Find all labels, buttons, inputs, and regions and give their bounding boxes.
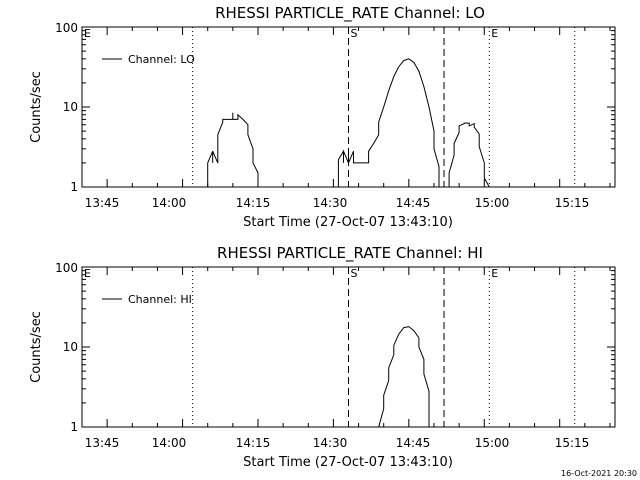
x-tick-label: 14:00 bbox=[152, 196, 187, 210]
series-line bbox=[337, 58, 440, 187]
x-axis-label: Start Time (27-Oct-07 13:43:10) bbox=[243, 455, 453, 470]
x-tick-label: 14:30 bbox=[313, 436, 348, 450]
time-marker-label: E bbox=[84, 27, 91, 40]
legend-label: Channel: LO bbox=[128, 53, 195, 66]
time-marker-label: E bbox=[491, 27, 498, 40]
series-line bbox=[378, 326, 430, 428]
x-tick-label: 14:00 bbox=[152, 436, 187, 450]
x-tick-label: 14:30 bbox=[313, 196, 348, 210]
axis-ticks bbox=[81, 266, 615, 428]
chart-title: RHESSI PARTICLE_RATE Channel: HI bbox=[217, 244, 483, 263]
x-tick-label: 14:15 bbox=[236, 196, 271, 210]
y-tick-labels: 1 10 100 bbox=[55, 261, 78, 434]
time-marker-label: E bbox=[84, 267, 91, 280]
axis-ticks bbox=[81, 26, 615, 188]
time-marker-label: S bbox=[351, 267, 358, 280]
panel-hi: RHESSI PARTICLE_RATE Channel: HI Counts/… bbox=[29, 244, 616, 470]
x-tick-labels: 13:45 14:00 14:15 14:30 14:45 15:00 15:1… bbox=[85, 196, 590, 210]
legend-label: Channel: HI bbox=[128, 293, 192, 306]
series-line bbox=[448, 122, 490, 188]
y-tick-label: 100 bbox=[55, 21, 78, 35]
y-tick-label: 1 bbox=[70, 180, 78, 194]
x-tick-labels: 13:45 14:00 14:15 14:30 14:45 15:00 15:1… bbox=[85, 436, 590, 450]
data-series bbox=[207, 58, 490, 188]
x-tick-label: 15:15 bbox=[555, 196, 590, 210]
x-tick-label: 13:45 bbox=[85, 196, 120, 210]
x-tick-label: 14:45 bbox=[396, 196, 431, 210]
time-marker-label: E bbox=[491, 267, 498, 280]
data-series bbox=[378, 326, 430, 428]
chart-title: RHESSI PARTICLE_RATE Channel: LO bbox=[215, 4, 485, 23]
x-axis-label: Start Time (27-Oct-07 13:43:10) bbox=[243, 215, 453, 230]
x-tick-label: 15:15 bbox=[555, 436, 590, 450]
x-tick-label: 15:00 bbox=[475, 436, 510, 450]
y-tick-label: 1 bbox=[70, 420, 78, 434]
y-tick-labels: 1 10 100 bbox=[55, 21, 78, 194]
y-axis-label: Counts/sec bbox=[29, 71, 44, 143]
y-tick-label: 100 bbox=[55, 261, 78, 275]
x-tick-label: 14:45 bbox=[396, 436, 431, 450]
y-tick-label: 10 bbox=[63, 100, 78, 114]
y-tick-label: 10 bbox=[63, 340, 78, 354]
time-marker-label: S bbox=[351, 27, 358, 40]
y-axis-label: Counts/sec bbox=[29, 311, 44, 383]
timestamp: 16-Oct-2021 20:30 bbox=[561, 469, 637, 478]
x-tick-label: 14:15 bbox=[236, 436, 271, 450]
x-tick-label: 13:45 bbox=[85, 436, 120, 450]
panel-lo: RHESSI PARTICLE_RATE Channel: LO Counts/… bbox=[29, 4, 616, 230]
x-tick-label: 15:00 bbox=[475, 196, 510, 210]
series-line bbox=[207, 112, 259, 187]
